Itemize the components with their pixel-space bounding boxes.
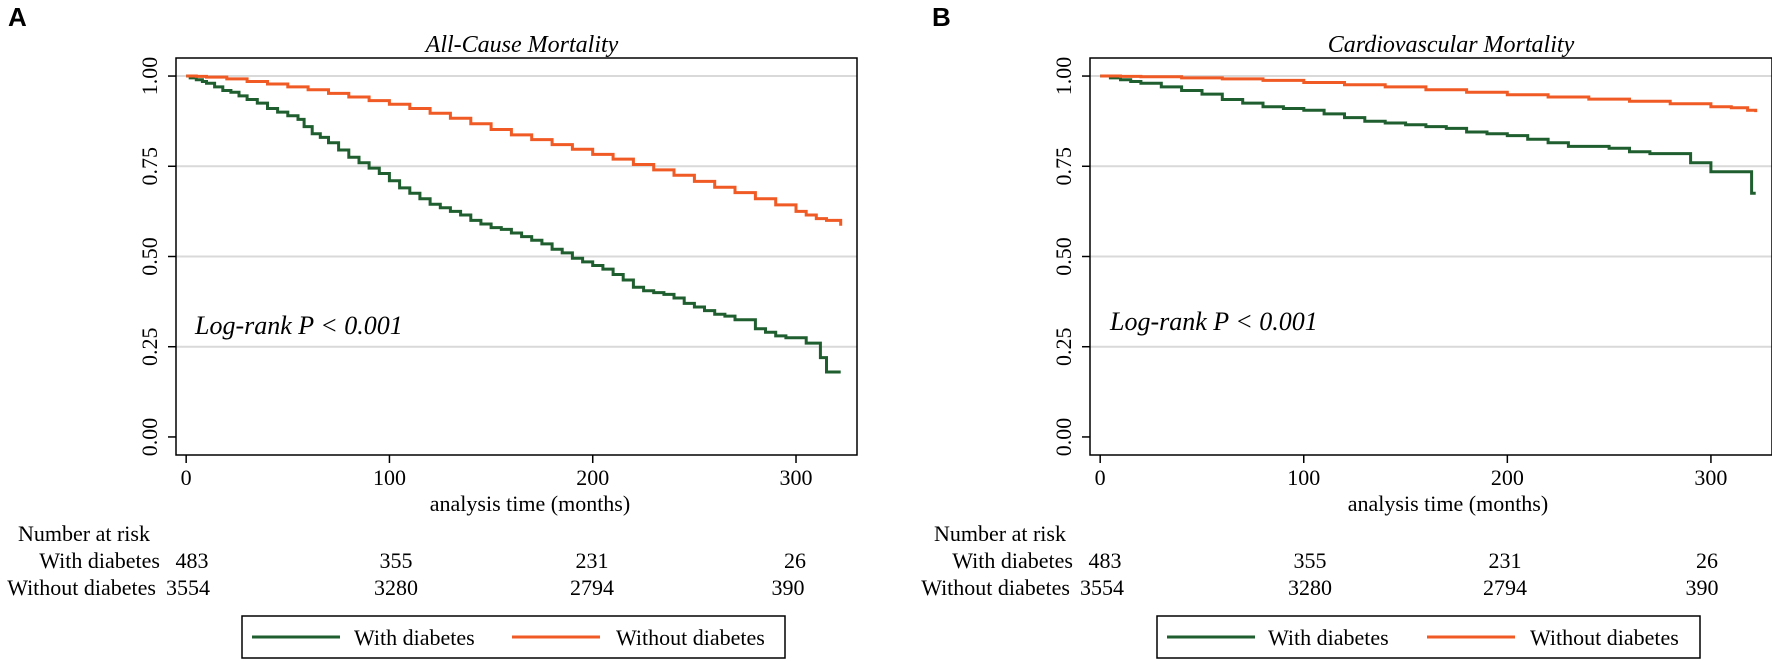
panel-a-plot: 0.00 0.25 0.50 0.75 1.00 0 100 200 300 xyxy=(137,57,858,490)
y-tick-label: 0.50 xyxy=(137,237,162,276)
panel-a-risk-without-values: 3554 3280 2794 390 xyxy=(166,575,805,600)
y-tick-label: 0.25 xyxy=(1051,327,1076,366)
y-tick-label: 0.25 xyxy=(137,327,162,366)
risk-value: 3554 xyxy=(166,575,210,600)
panel-a-risk-with-values: 483 355 231 26 xyxy=(176,548,807,573)
panel-b-title: Cardiovascular Mortality xyxy=(1328,32,1575,58)
panel-b-xlabel: analysis time (months) xyxy=(1348,491,1548,516)
panel-a-label: A xyxy=(8,2,27,32)
y-tick-label: 0.00 xyxy=(137,418,162,457)
risk-value: 355 xyxy=(1294,548,1327,573)
panel-a: A All-Cause Mortality 0.00 0.25 0.50 0.75 1.… xyxy=(7,2,858,659)
x-tick-label: 0 xyxy=(181,465,192,490)
risk-value: 355 xyxy=(380,548,413,573)
series-line-without-diabetes xyxy=(1100,74,1758,113)
panel-a-xlabel: analysis time (months) xyxy=(430,491,630,516)
panel-b-risk-with-values: 483 355 231 26 xyxy=(1089,548,1719,573)
legend-with-label: With diabetes xyxy=(354,625,475,650)
series-line-without-diabetes xyxy=(186,74,843,226)
x-tick-label: 300 xyxy=(780,465,813,490)
risk-value: 26 xyxy=(1696,548,1718,573)
series-line-with-diabetes xyxy=(1100,74,1756,195)
x-tick-label: 100 xyxy=(373,465,406,490)
x-tick-label: 200 xyxy=(576,465,609,490)
risk-value: 26 xyxy=(784,548,806,573)
panel-b-annotation: Log-rank P < 0.001 xyxy=(1109,307,1318,336)
panel-a-legend: With diabetes Without diabetes xyxy=(241,615,786,659)
panel-a-annotation: Log-rank P < 0.001 xyxy=(194,311,403,340)
panel-b: B Cardiovascular Mortality 0.000.250.500… xyxy=(921,2,1772,659)
risk-value: 2794 xyxy=(570,575,614,600)
panel-b-plot: 0.00 0.25 0.50 0.75 1.00 0 100 200 300 xyxy=(1051,57,1772,490)
risk-value: 390 xyxy=(772,575,805,600)
x-tick-label: 200 xyxy=(1491,465,1524,490)
series-line-with-diabetes xyxy=(186,74,841,374)
y-tick-label: 1.00 xyxy=(1051,57,1076,96)
panel-a-risk-with-label: With diabetes xyxy=(39,548,160,573)
legend-with-label: With diabetes xyxy=(1268,625,1389,650)
panel-b-risk-without-label: Without diabetes xyxy=(921,575,1070,600)
y-tick-label: 1.00 xyxy=(137,57,162,96)
y-tick-label: 0.50 xyxy=(1051,237,1076,276)
risk-value: 483 xyxy=(176,548,209,573)
x-tick-label: 100 xyxy=(1287,465,1320,490)
legend-without-label: Without diabetes xyxy=(616,625,765,650)
x-tick-label: 300 xyxy=(1694,465,1727,490)
risk-value: 3554 xyxy=(1080,575,1124,600)
x-tick-label: 0 xyxy=(1095,465,1106,490)
risk-value: 3280 xyxy=(1288,575,1332,600)
legend-without-label: Without diabetes xyxy=(1530,625,1679,650)
panel-b-legend: With diabetes Without diabetes xyxy=(1156,615,1701,659)
risk-value: 483 xyxy=(1089,548,1122,573)
panel-b-risk-header: Number at risk xyxy=(934,521,1066,546)
y-tick-label: 0.75 xyxy=(1051,147,1076,186)
risk-value: 390 xyxy=(1686,575,1719,600)
panel-b-risk-with-label: With diabetes xyxy=(952,548,1073,573)
panel-a-title: All-Cause Mortality xyxy=(424,32,619,58)
risk-value: 2794 xyxy=(1483,575,1527,600)
panel-a-risk-without-label: Without diabetes xyxy=(7,575,156,600)
panel-b-risk-without-values: 3554 3280 2794 390 xyxy=(1080,575,1719,600)
panel-b-label: B xyxy=(932,2,951,32)
panel-a-risk-header: Number at risk xyxy=(18,521,150,546)
risk-value: 231 xyxy=(576,548,609,573)
y-tick-label: 0.75 xyxy=(137,147,162,186)
risk-value: 231 xyxy=(1489,548,1522,573)
y-tick-label: 0.00 xyxy=(1051,418,1076,457)
risk-value: 3280 xyxy=(374,575,418,600)
